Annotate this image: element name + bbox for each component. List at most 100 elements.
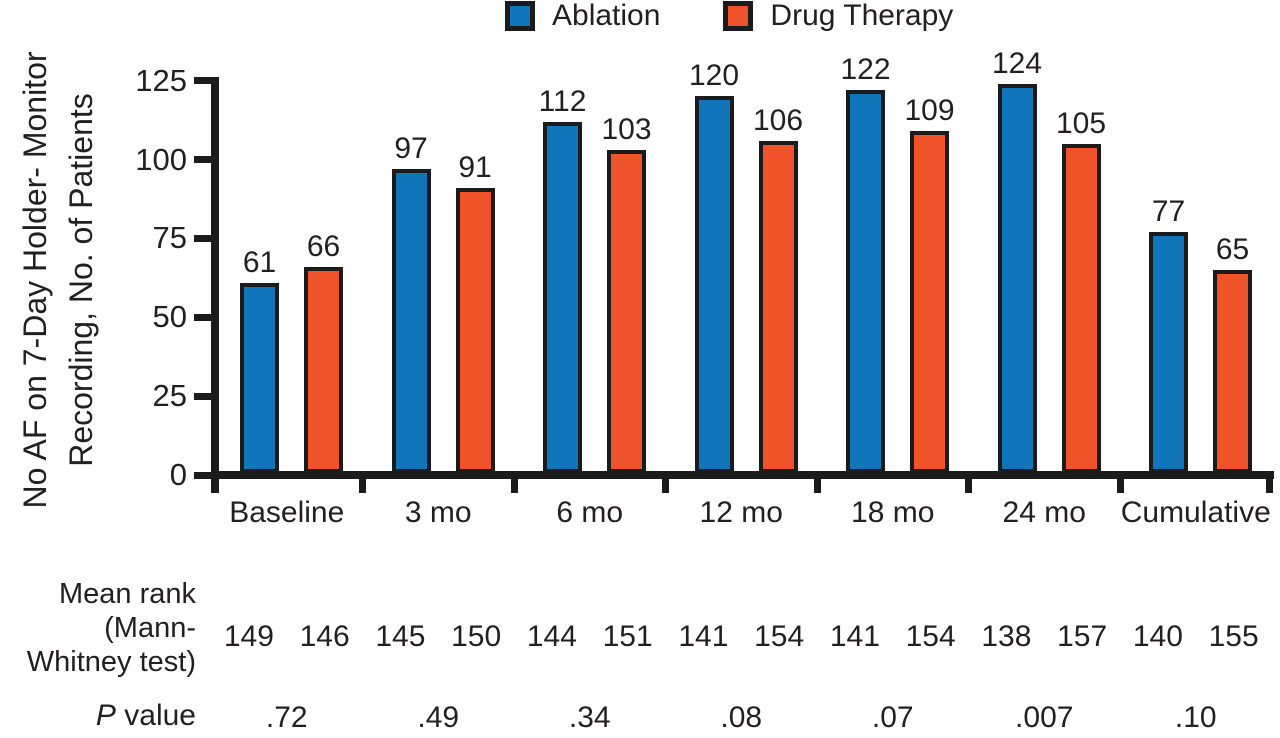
x-tick-mark xyxy=(1116,479,1124,493)
mean-rank-label-line-2: (Mann- xyxy=(104,612,196,644)
mean-rank-pair: 138 157 xyxy=(969,620,1121,654)
bar-drug-therapy xyxy=(1061,143,1101,473)
bar-ablation xyxy=(240,282,279,473)
mean-rank-value: 155 xyxy=(1208,620,1259,653)
p-value: .72 xyxy=(265,701,308,734)
y-tick-label: 75 xyxy=(152,220,187,256)
y-tick-label: 50 xyxy=(152,299,187,335)
mean-rank-pair: 140 155 xyxy=(1120,620,1272,654)
legend-item-ablation: Ablation xyxy=(505,1,660,31)
p-value: .07 xyxy=(871,701,914,734)
p-value: .007 xyxy=(1015,701,1074,734)
p-value: .08 xyxy=(720,701,763,734)
mean-rank-value: 141 xyxy=(678,620,729,653)
y-tick-mark xyxy=(194,313,211,321)
p-value-label-italic: P xyxy=(95,699,116,732)
bar-drug-therapy xyxy=(758,140,798,473)
bar-drug-therapy xyxy=(455,187,495,473)
y-tick-label: 25 xyxy=(152,378,187,414)
bar-drug-therapy xyxy=(607,150,646,473)
bar-value-label: 124 xyxy=(991,46,1043,80)
y-tick-mark xyxy=(194,471,211,479)
category-label: 3 mo xyxy=(404,496,472,529)
mean-rank-pair: 141 154 xyxy=(666,620,818,654)
x-axis-line xyxy=(211,471,1274,479)
category-label: 18 mo xyxy=(851,496,935,529)
mean-rank-value: 145 xyxy=(375,620,426,653)
y-tick-mark xyxy=(194,77,211,85)
bar-value-label: 106 xyxy=(752,103,804,137)
y-tick-label: 100 xyxy=(135,141,187,177)
bar-value-label: 103 xyxy=(601,113,652,147)
p-value: .34 xyxy=(568,701,611,734)
bar-ablation xyxy=(694,96,734,473)
x-tick-mark xyxy=(813,479,821,493)
mean-rank-row-label: Mean rank (Mann- Whitney test) xyxy=(0,577,196,679)
mean-rank-value: 154 xyxy=(754,620,805,653)
bar-value-label: 120 xyxy=(688,59,740,93)
y-axis-line xyxy=(211,77,219,479)
legend: Ablation Drug Therapy xyxy=(505,1,953,31)
x-tick-mark xyxy=(1266,479,1273,493)
mean-rank-pair: 149 146 xyxy=(211,620,363,654)
bar-ablation xyxy=(391,168,431,473)
legend-swatch-icon xyxy=(505,1,535,31)
bar-value-label: 66 xyxy=(306,229,341,263)
bar-value-label: 112 xyxy=(538,84,587,118)
x-tick-mark xyxy=(211,479,219,493)
mean-rank-value: 150 xyxy=(451,620,502,653)
x-tick-mark xyxy=(662,479,669,493)
mean-rank-label-line-3: Whitney test) xyxy=(26,646,196,678)
mean-rank-value: 157 xyxy=(1057,620,1108,653)
category-label: Baseline xyxy=(229,496,345,529)
bar-value-label: 77 xyxy=(1151,195,1186,229)
y-tick-mark xyxy=(194,156,211,163)
bar-drug-therapy xyxy=(1213,269,1252,473)
mean-rank-pair: 145 150 xyxy=(363,620,515,654)
x-tick-mark xyxy=(510,479,518,493)
y-tick-mark xyxy=(194,234,211,242)
category-label: 12 mo xyxy=(699,496,783,529)
category-label: Cumulative xyxy=(1120,496,1271,529)
y-tick-label: 0 xyxy=(169,457,187,492)
mean-rank-pair: 144 151 xyxy=(514,620,666,654)
mean-rank-value: 154 xyxy=(905,620,956,653)
mean-rank-value: 144 xyxy=(526,620,577,653)
legend-swatch-icon xyxy=(723,1,754,31)
legend-label: Drug Therapy xyxy=(770,0,954,32)
bar-value-label: 65 xyxy=(1215,232,1250,266)
bar-value-label: 109 xyxy=(904,94,955,128)
bar-value-label: 105 xyxy=(1055,106,1107,140)
bar-value-label: 122 xyxy=(840,53,891,87)
y-tick-mark xyxy=(194,392,211,400)
mean-rank-value: 149 xyxy=(223,620,274,653)
y-tick-label: 125 xyxy=(135,62,187,98)
category-label: 24 mo xyxy=(1002,496,1086,529)
bar-value-label: 61 xyxy=(242,245,277,279)
legend-item-drug-therapy: Drug Therapy xyxy=(723,1,953,31)
bar-ablation xyxy=(543,121,582,473)
mean-rank-value: 141 xyxy=(829,620,880,653)
bar-ablation xyxy=(846,90,885,473)
p-value: .10 xyxy=(1174,701,1217,734)
mean-rank-value: 146 xyxy=(299,620,350,653)
bar-drug-therapy xyxy=(910,131,949,473)
p-value: .49 xyxy=(417,701,460,734)
bar-ablation xyxy=(997,83,1037,473)
bar-drug-therapy xyxy=(304,266,343,473)
legend-label: Ablation xyxy=(552,0,661,32)
bar-value-label: 91 xyxy=(458,150,492,184)
x-tick-mark xyxy=(965,479,972,493)
p-value-label-rest: value xyxy=(115,699,196,732)
mean-rank-pair: 141 154 xyxy=(817,620,969,654)
mean-rank-value: 151 xyxy=(602,620,653,653)
bar-ablation xyxy=(1149,232,1188,473)
category-label: 6 mo xyxy=(556,496,624,529)
bar-value-label: 97 xyxy=(394,131,428,165)
p-value-row-label: P value xyxy=(0,700,196,732)
mean-rank-label-line-1: Mean rank xyxy=(58,578,196,610)
mean-rank-value: 140 xyxy=(1132,620,1183,653)
x-tick-mark xyxy=(359,479,366,493)
